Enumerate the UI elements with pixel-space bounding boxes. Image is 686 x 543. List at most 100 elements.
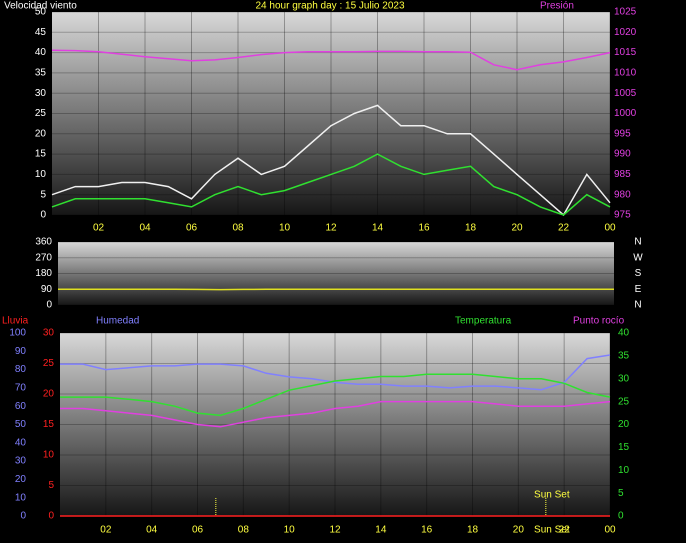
x-tick-label: 06 [186, 223, 198, 234]
x-tick-label: 10 [279, 223, 291, 234]
y2-tick-label: 0 [618, 511, 624, 522]
y-tick-label: 0 [40, 210, 46, 221]
y-tick-label: 20 [43, 389, 55, 400]
x-tick-label: 02 [100, 525, 112, 536]
y3-tick-label: 80 [15, 364, 27, 375]
y-tick-label: 0 [48, 511, 54, 522]
y2-tick-label: N [634, 300, 641, 311]
x-tick-label: 16 [421, 525, 433, 536]
axis-label: Presión [540, 1, 574, 12]
y-tick-label: 360 [35, 237, 52, 248]
y2-tick-label: 10 [618, 465, 630, 476]
series-line [51, 104, 611, 217]
series-line [60, 354, 611, 391]
series-line [60, 373, 611, 417]
annotation: Sun Set [534, 490, 570, 501]
y2-tick-label: E [635, 284, 642, 295]
y3-tick-label: 100 [9, 328, 26, 339]
y3-tick-label: 60 [15, 401, 27, 412]
y-tick-label: 15 [43, 419, 55, 430]
y-tick-label: 10 [35, 169, 47, 180]
annotation: Sun Set [534, 525, 570, 536]
y2-tick-label: 1025 [614, 7, 637, 18]
y2-tick-label: 1015 [614, 47, 637, 58]
y-tick-label: 90 [41, 284, 53, 295]
y3-tick-label: 40 [15, 437, 27, 448]
y2-tick-label: 1010 [614, 68, 637, 79]
series-line [51, 49, 611, 71]
y3-tick-label: 50 [15, 419, 27, 430]
y2-tick-label: 1020 [614, 27, 637, 38]
axis-label: Punto rocío [573, 316, 625, 327]
x-tick-label: 00 [604, 223, 616, 234]
y-tick-label: 180 [35, 268, 52, 279]
y3-tick-label: 20 [15, 474, 27, 485]
y-tick-label: 25 [35, 108, 47, 119]
x-tick-label: 08 [232, 223, 244, 234]
y-tick-label: 0 [46, 300, 52, 311]
y2-tick-label: 980 [614, 189, 631, 200]
x-tick-label: 18 [465, 223, 477, 234]
y-tick-label: 5 [48, 480, 54, 491]
y-tick-label: 30 [35, 88, 47, 99]
y-tick-label: 30 [43, 328, 55, 339]
axis-label: Humedad [96, 316, 139, 327]
y3-tick-label: 70 [15, 383, 27, 394]
y-tick-label: 5 [40, 189, 46, 200]
y2-tick-label: S [635, 268, 642, 279]
x-tick-label: 06 [192, 525, 204, 536]
y-tick-label: 20 [35, 128, 47, 139]
y2-tick-label: W [633, 252, 643, 263]
y2-tick-label: 25 [618, 396, 630, 407]
y-tick-label: 270 [35, 252, 52, 263]
y2-tick-label: 990 [614, 149, 631, 160]
axis-label: Velocidad viento [4, 1, 77, 12]
y2-tick-label: 5 [618, 488, 624, 499]
y2-tick-label: 15 [618, 442, 630, 453]
y2-tick-label: N [634, 237, 641, 248]
y2-tick-label: 985 [614, 169, 631, 180]
y2-tick-label: 995 [614, 128, 631, 139]
x-tick-label: 20 [511, 223, 523, 234]
y3-tick-label: 30 [15, 456, 27, 467]
y3-tick-label: 10 [15, 492, 27, 503]
plot-area [58, 242, 614, 305]
y-tick-label: 10 [43, 450, 55, 461]
y3-tick-label: 0 [20, 511, 26, 522]
series-line [60, 400, 611, 428]
x-tick-label: 22 [559, 525, 571, 536]
chart-title: 24 hour graph day : 15 Julio 2023 [256, 1, 405, 12]
x-tick-label: 10 [284, 525, 296, 536]
y-tick-label: 25 [43, 358, 55, 369]
x-tick-label: 04 [146, 525, 158, 536]
y2-tick-label: 35 [618, 351, 630, 362]
x-tick-label: 12 [325, 223, 337, 234]
y2-tick-label: 20 [618, 419, 630, 430]
y-tick-label: 40 [35, 47, 47, 58]
y2-tick-label: 1000 [614, 108, 637, 119]
y-tick-label: 50 [35, 7, 47, 18]
y2-tick-label: 975 [614, 210, 631, 221]
x-tick-label: 08 [238, 525, 250, 536]
x-tick-label: 12 [329, 525, 341, 536]
x-tick-label: 04 [139, 223, 151, 234]
x-tick-label: 14 [372, 223, 384, 234]
y3-tick-label: 90 [15, 346, 27, 357]
y-tick-label: 15 [35, 149, 47, 160]
x-tick-label: 02 [93, 223, 105, 234]
x-tick-label: 20 [513, 525, 525, 536]
x-tick-label: 00 [604, 525, 616, 536]
x-tick-label: 14 [375, 525, 387, 536]
y2-tick-label: 30 [618, 373, 630, 384]
plot-area [60, 333, 610, 516]
axis-label: Temperatura [455, 316, 512, 327]
x-tick-label: 18 [467, 525, 479, 536]
plot-area [52, 12, 610, 215]
y2-tick-label: 40 [618, 328, 630, 339]
x-tick-label: 16 [418, 223, 430, 234]
axis-label: Lluvia [2, 316, 29, 327]
x-tick-label: 22 [558, 223, 570, 234]
y-tick-label: 45 [35, 27, 47, 38]
